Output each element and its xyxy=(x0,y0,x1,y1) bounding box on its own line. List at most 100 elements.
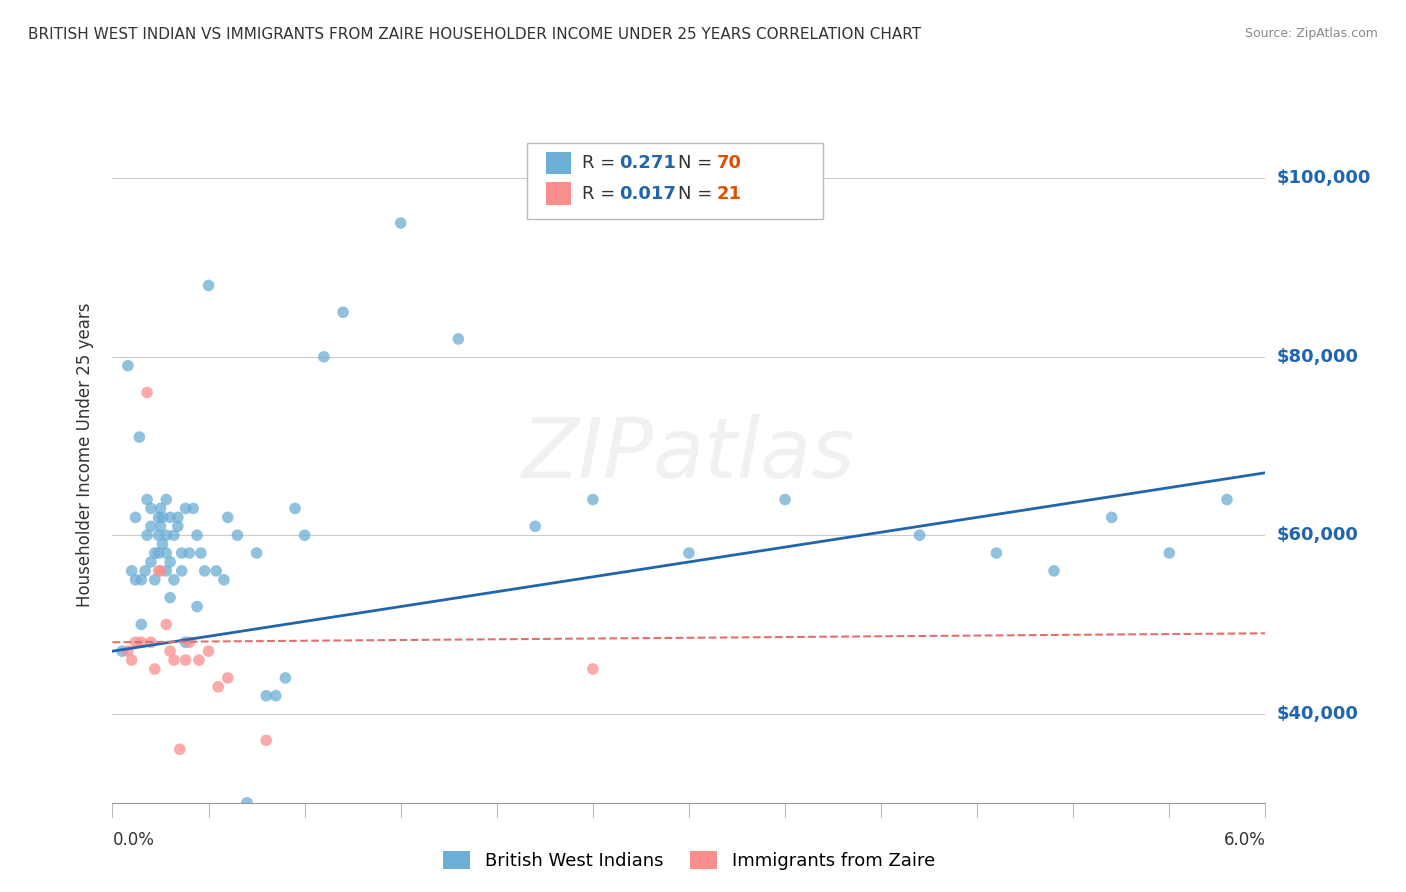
Text: R =: R = xyxy=(582,154,621,172)
Point xyxy=(148,510,170,524)
Point xyxy=(217,671,239,685)
Point xyxy=(129,617,153,632)
Point xyxy=(117,644,139,658)
Point xyxy=(188,653,211,667)
Point xyxy=(148,528,170,542)
Point xyxy=(254,733,277,747)
Point xyxy=(143,546,166,560)
Point xyxy=(986,546,1008,560)
Text: 0.0%: 0.0% xyxy=(112,830,155,848)
Point xyxy=(217,510,239,524)
Point xyxy=(1159,546,1181,560)
Point xyxy=(294,528,316,542)
Point xyxy=(179,546,201,560)
Point xyxy=(908,528,931,542)
Point xyxy=(117,359,139,373)
Point xyxy=(524,519,547,533)
Point xyxy=(166,519,188,533)
Point xyxy=(121,653,143,667)
Point xyxy=(186,599,208,614)
Point xyxy=(155,564,177,578)
Point xyxy=(149,501,172,516)
Point xyxy=(174,501,197,516)
Point xyxy=(332,305,354,319)
Point xyxy=(169,742,191,756)
Point xyxy=(1216,492,1239,507)
Point xyxy=(128,430,150,444)
Point xyxy=(254,689,277,703)
Point xyxy=(148,546,170,560)
Point xyxy=(152,537,174,551)
Text: Source: ZipAtlas.com: Source: ZipAtlas.com xyxy=(1244,27,1378,40)
Point xyxy=(155,492,177,507)
Point xyxy=(143,573,166,587)
Point xyxy=(773,492,796,507)
Text: 6.0%: 6.0% xyxy=(1223,830,1265,848)
Point xyxy=(174,635,197,649)
Text: ZIPatlas: ZIPatlas xyxy=(522,415,856,495)
Point xyxy=(284,501,307,516)
Point xyxy=(163,653,186,667)
Point xyxy=(194,564,217,578)
Point xyxy=(134,564,156,578)
Text: BRITISH WEST INDIAN VS IMMIGRANTS FROM ZAIRE HOUSEHOLDER INCOME UNDER 25 YEARS C: BRITISH WEST INDIAN VS IMMIGRANTS FROM Z… xyxy=(28,27,921,42)
Point xyxy=(159,644,181,658)
Point xyxy=(1101,510,1123,524)
Point xyxy=(174,653,197,667)
Text: 0.271: 0.271 xyxy=(619,154,675,172)
Point xyxy=(389,216,412,230)
Point xyxy=(152,510,174,524)
Point xyxy=(170,564,193,578)
Point xyxy=(179,635,201,649)
Point xyxy=(155,617,177,632)
Point xyxy=(139,519,162,533)
Text: 0.017: 0.017 xyxy=(619,185,675,202)
Point xyxy=(129,635,153,649)
Text: N =: N = xyxy=(678,185,717,202)
Point xyxy=(124,573,146,587)
Point xyxy=(159,510,181,524)
Point xyxy=(143,662,166,676)
Point xyxy=(163,573,186,587)
Point xyxy=(124,510,146,524)
Point xyxy=(212,573,235,587)
Point xyxy=(136,528,159,542)
Point xyxy=(264,689,287,703)
Point xyxy=(139,501,162,516)
Point xyxy=(139,555,162,569)
Text: $80,000: $80,000 xyxy=(1277,348,1360,366)
Point xyxy=(136,385,159,400)
Point xyxy=(245,546,267,560)
Point xyxy=(170,546,193,560)
Point xyxy=(190,546,212,560)
Point xyxy=(149,519,172,533)
Point xyxy=(111,644,134,658)
Text: R =: R = xyxy=(582,185,621,202)
Point xyxy=(205,564,228,578)
Point xyxy=(121,564,143,578)
Point xyxy=(582,492,605,507)
Point xyxy=(1043,564,1066,578)
Point xyxy=(149,564,172,578)
Legend: British West Indians, Immigrants from Zaire: British West Indians, Immigrants from Za… xyxy=(436,844,942,877)
Point xyxy=(159,591,181,605)
Point xyxy=(197,644,219,658)
Point xyxy=(136,492,159,507)
Point xyxy=(236,796,259,810)
Point xyxy=(129,573,153,587)
Point xyxy=(207,680,229,694)
Text: $40,000: $40,000 xyxy=(1277,705,1358,723)
Y-axis label: Householder Income Under 25 years: Householder Income Under 25 years xyxy=(76,302,94,607)
Point xyxy=(226,528,249,542)
Text: 70: 70 xyxy=(717,154,742,172)
Text: 21: 21 xyxy=(717,185,742,202)
Point xyxy=(582,662,605,676)
Text: $100,000: $100,000 xyxy=(1277,169,1371,187)
Point xyxy=(197,278,219,293)
Text: $60,000: $60,000 xyxy=(1277,526,1358,544)
Point xyxy=(181,501,204,516)
Point xyxy=(274,671,297,685)
Point xyxy=(148,564,170,578)
Point xyxy=(124,635,146,649)
Point xyxy=(166,510,188,524)
